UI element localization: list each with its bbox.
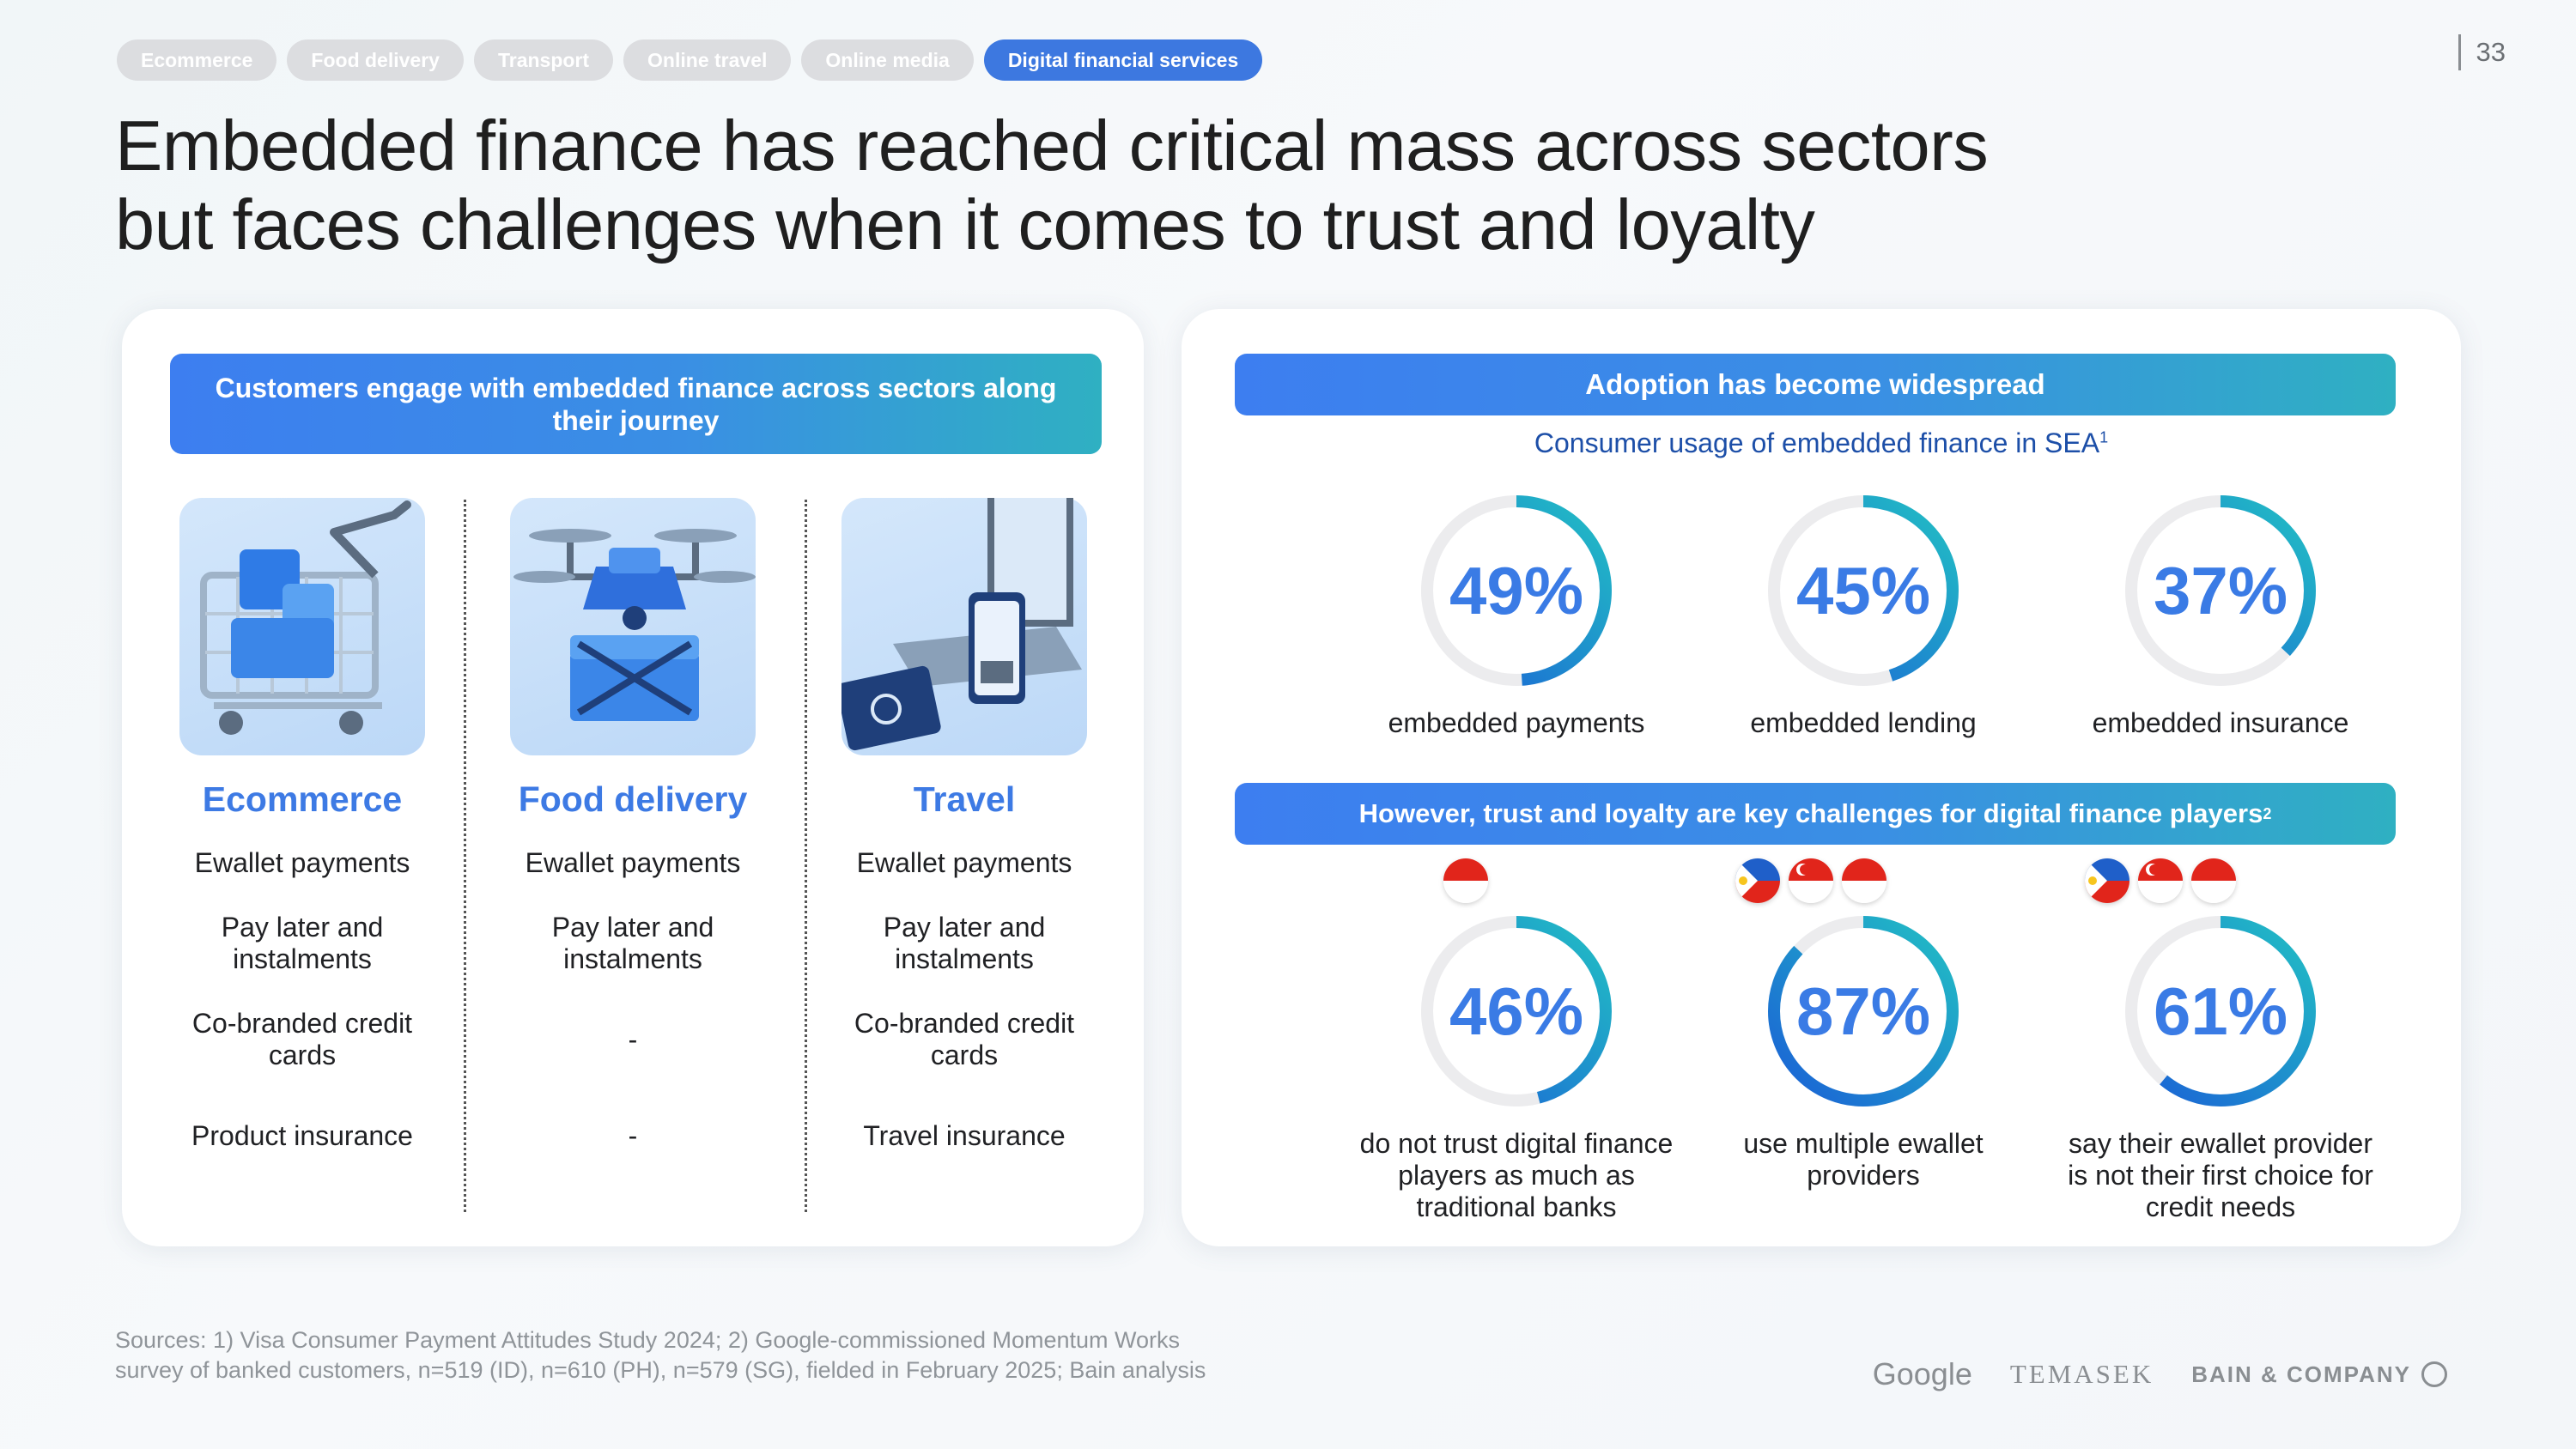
country-flags (2085, 858, 2236, 903)
feature-item: Pay later and instalments (551, 912, 714, 974)
feature-item: Ewallet payments (194, 847, 410, 878)
feature-item: Pay later and instalments (883, 912, 1046, 974)
page-number: 33 (2458, 34, 2506, 70)
stat-value: 87% (1795, 973, 1931, 1049)
sector-engagement-card: Customers engage with embedded finance a… (122, 309, 1144, 1246)
sector-column-travel: Travel Ewallet payments Pay later and in… (818, 489, 1110, 1167)
stat-value: 45% (1795, 552, 1931, 628)
ring-graphic (1768, 916, 1959, 1106)
section-tabs: Ecommerce Food delivery Transport Online… (117, 39, 1263, 81)
ring-graphic (1421, 916, 1612, 1106)
bain-mark-icon (2421, 1361, 2447, 1387)
usage-stat-insurance: 37% embedded insurance (2040, 489, 2401, 739)
feature-item: Co-branded credit cards (854, 1008, 1075, 1070)
stat-value: 37% (2153, 552, 2288, 628)
page-title-line-1: Embedded finance has reached critical ma… (115, 106, 1989, 185)
sector-title: Food delivery (518, 779, 748, 819)
stat-value: 46% (1449, 973, 1584, 1049)
delivery-drone-illustration (510, 498, 756, 755)
column-divider (464, 500, 466, 1212)
progress-ring: 87% (1762, 910, 1965, 1113)
sources-note: Sources: 1) Visa Consumer Payment Attitu… (115, 1325, 1206, 1385)
indonesia-flag-icon (1443, 858, 1488, 903)
singapore-flag-icon (1789, 858, 1833, 903)
tab-food-delivery[interactable]: Food delivery (287, 39, 464, 81)
country-flags (1735, 858, 1886, 903)
ring-progress-arc (1768, 495, 1959, 686)
ring-graphic (2125, 495, 2316, 686)
bain-logo: BAIN & COMPANY (2191, 1361, 2447, 1388)
adoption-banner: Adoption has become widespread (1235, 354, 2396, 415)
feature-item: Pay later and instalments (221, 912, 384, 974)
column-divider (805, 500, 807, 1212)
stat-value: 61% (2153, 973, 2288, 1049)
progress-ring: 37% (2119, 489, 2322, 692)
ring-progress-arc (2125, 916, 2316, 1106)
feature-item: - (628, 1023, 638, 1055)
ring-graphic (2125, 916, 2316, 1106)
sources-line-2: survey of banked customers, n=519 (ID), … (115, 1357, 1206, 1383)
tab-digital-financial-services[interactable]: Digital financial services (983, 39, 1263, 81)
stat-label: use multiple ewallet providers (1743, 1128, 1984, 1191)
ring-progress-arc (1768, 916, 1959, 1106)
sector-title: Ecommerce (202, 779, 403, 819)
ring-progress-arc (1421, 495, 1612, 686)
challenge-stat-trust: 46% do not trust digital finance players… (1336, 910, 1697, 1223)
sources-line-1: Sources: 1) Visa Consumer Payment Attitu… (115, 1327, 1181, 1353)
ring-progress-arc (1421, 916, 1612, 1106)
feature-item: Ewallet payments (525, 847, 741, 878)
feature-item: Ewallet payments (856, 847, 1072, 878)
usage-subtitle-text: Consumer usage of embedded finance in SE… (1534, 427, 2100, 458)
stat-label: say their ewallet provider is not their … (2068, 1128, 2373, 1222)
tab-ecommerce[interactable]: Ecommerce (117, 39, 277, 81)
ring-progress-arc (2125, 495, 2316, 686)
sector-column-food-delivery: Food delivery Ewallet payments Pay later… (487, 498, 779, 1167)
sector-column-ecommerce: Ecommerce Ewallet payments Pay later and… (156, 498, 448, 1167)
ring-graphic (1421, 495, 1612, 686)
stat-label: embedded payments (1388, 707, 1645, 738)
sector-engagement-banner: Customers engage with embedded finance a… (170, 354, 1102, 454)
philippines-flag-icon (1735, 858, 1780, 903)
challenges-banner-text: However, trust and loyalty are key chall… (1358, 798, 2263, 828)
philippines-flag-icon (2085, 858, 2129, 903)
singapore-flag-icon (2138, 858, 2183, 903)
footnote-marker: 1 (2099, 428, 2109, 446)
usage-stat-lending: 45% embedded lending (1683, 489, 2044, 739)
ring-graphic (1768, 495, 1959, 686)
feature-item: Product insurance (191, 1119, 413, 1151)
sector-title: Travel (913, 779, 1016, 819)
adoption-card: Adoption has become widespread Consumer … (1182, 309, 2461, 1246)
stat-label: embedded lending (1750, 707, 1977, 738)
usage-subtitle: Consumer usage of embedded finance in SE… (1182, 427, 2461, 459)
tab-transport[interactable]: Transport (473, 39, 614, 81)
feature-item: - (628, 1119, 638, 1151)
google-logo: Google (1872, 1356, 1972, 1391)
indonesia-flag-icon (1842, 858, 1886, 903)
laptop-passport-illustration (836, 489, 1087, 755)
page-title: Embedded finance has reached critical ma… (115, 106, 1989, 264)
usage-stat-payments: 49% embedded payments (1336, 489, 1697, 739)
feature-item: Co-branded credit cards (191, 1008, 413, 1070)
footnote-marker: 2 (2263, 804, 2272, 822)
progress-ring: 46% (1415, 910, 1618, 1113)
bain-logo-text: BAIN & COMPANY (2191, 1361, 2411, 1387)
progress-ring: 49% (1415, 489, 1618, 692)
indonesia-flag-icon (2191, 858, 2236, 903)
shopping-cart-illustration (179, 498, 425, 755)
stat-label: embedded insurance (2092, 707, 2349, 738)
feature-item: Travel insurance (863, 1119, 1066, 1151)
challenges-banner: However, trust and loyalty are key chall… (1235, 783, 2396, 845)
progress-ring: 61% (2119, 910, 2322, 1113)
challenge-stat-credit-choice: 61% say their ewallet provider is not th… (2040, 910, 2401, 1223)
stat-value: 49% (1449, 552, 1584, 628)
tab-online-travel[interactable]: Online travel (623, 39, 792, 81)
stat-label: do not trust digital finance players as … (1359, 1128, 1674, 1222)
progress-ring: 45% (1762, 489, 1965, 692)
challenge-stat-multiple-wallets: 87% use multiple ewallet providers (1683, 910, 2044, 1191)
tab-online-media[interactable]: Online media (801, 39, 974, 81)
partner-logos: Google TEMASEK BAIN & COMPANY (1873, 1356, 2447, 1392)
page-title-line-2: but faces challenges when it comes to tr… (115, 185, 1815, 264)
country-flags (1443, 858, 1488, 903)
temasek-logo: TEMASEK (2009, 1359, 2154, 1389)
